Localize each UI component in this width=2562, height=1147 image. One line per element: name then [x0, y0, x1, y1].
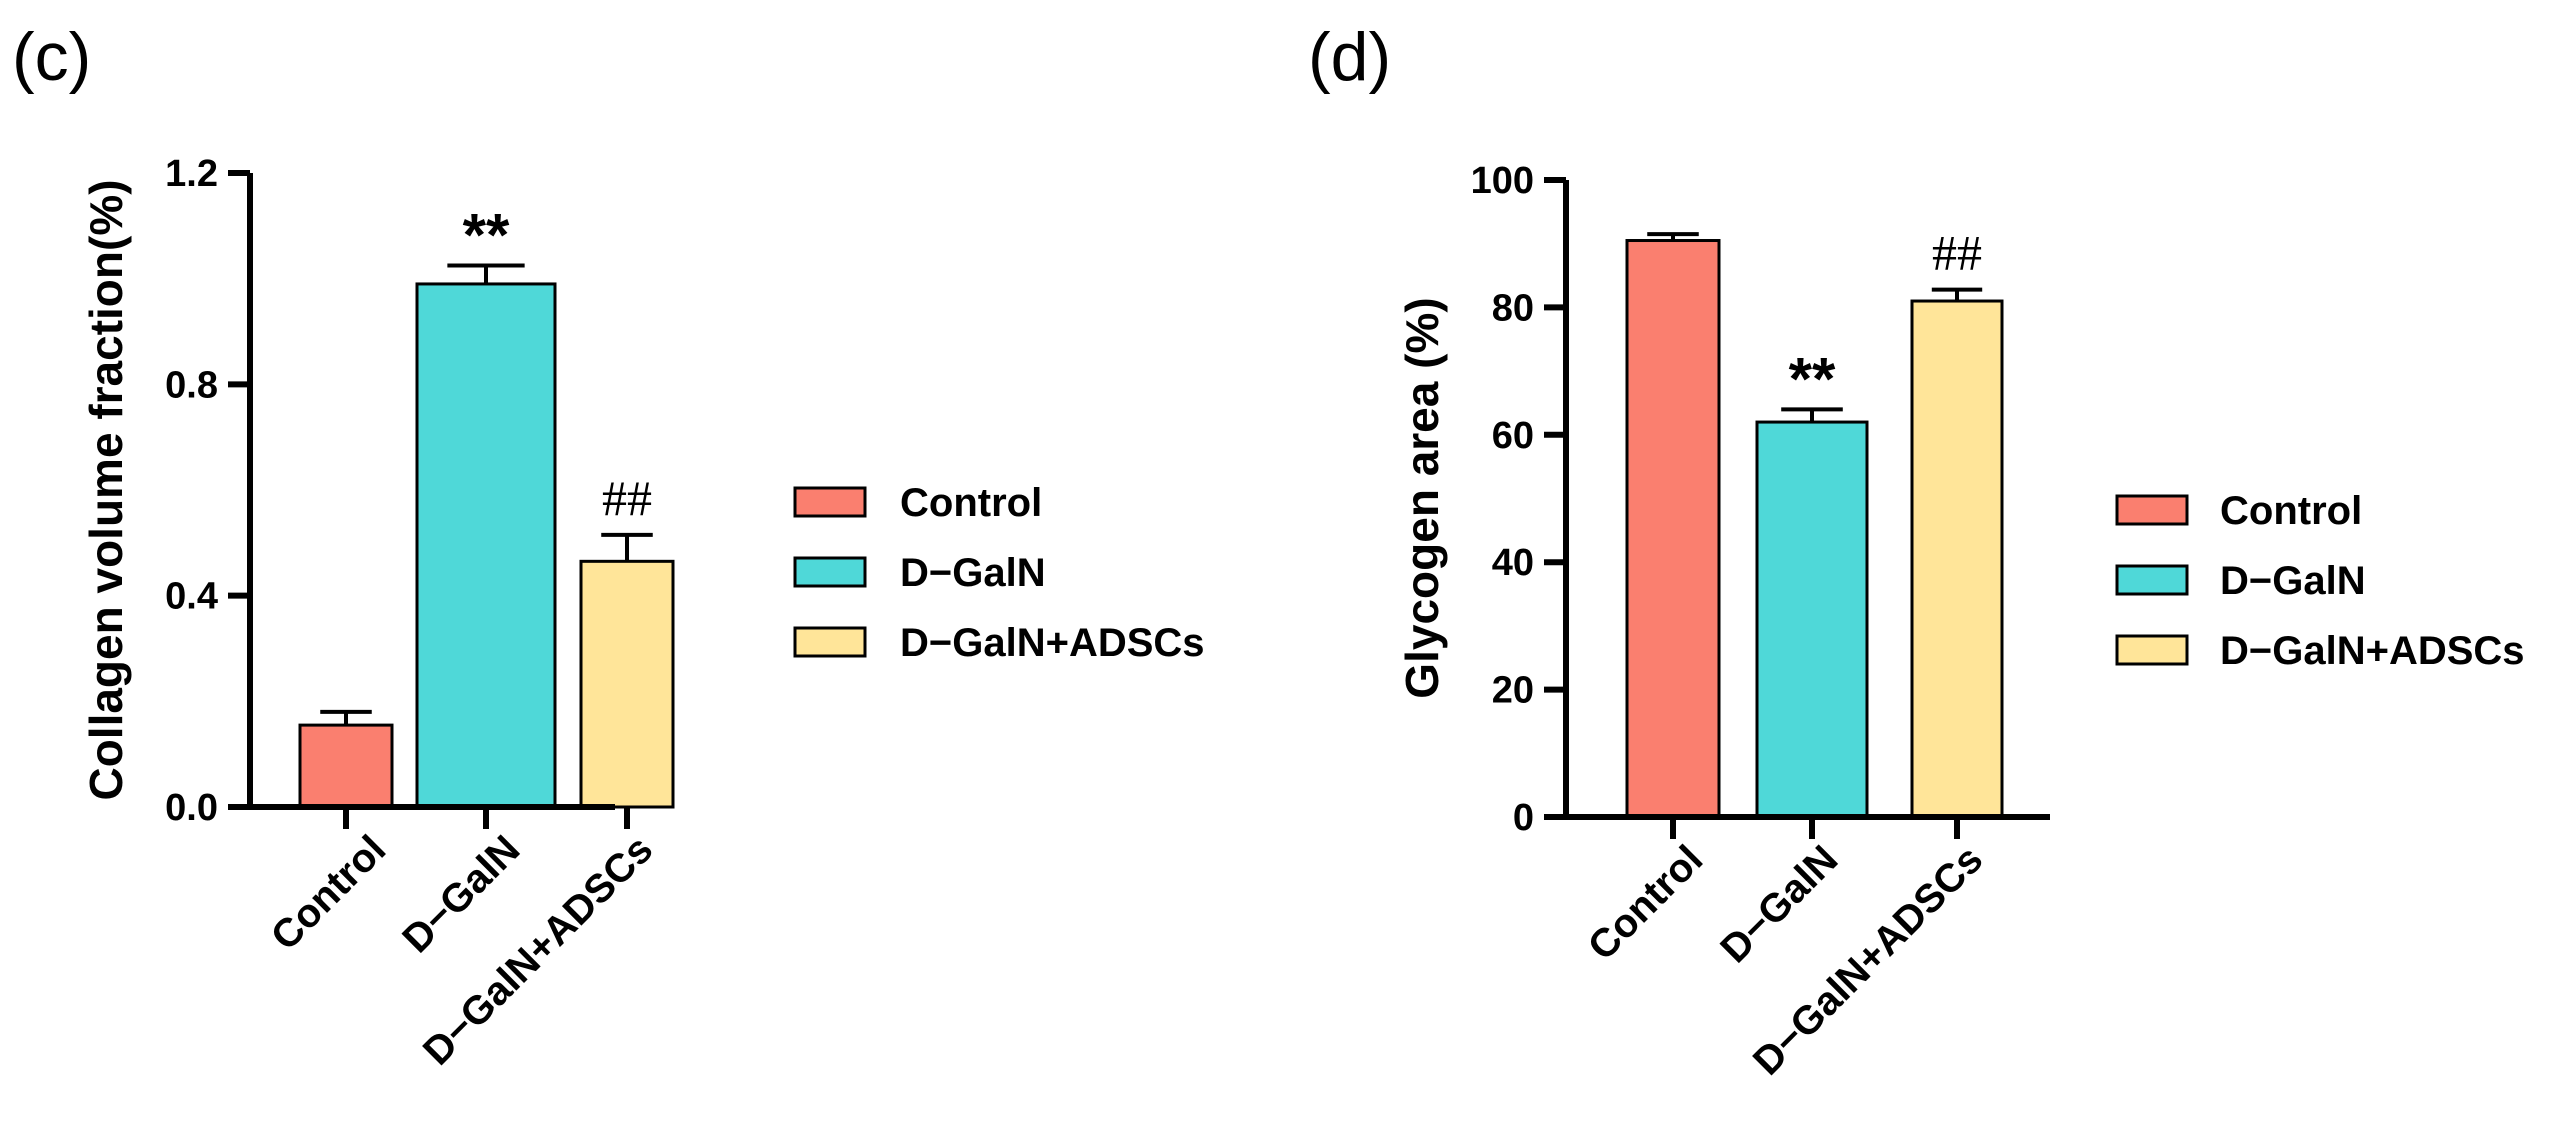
- significance-hashes: ##: [1932, 225, 1982, 281]
- legend-swatch: [2115, 494, 2189, 526]
- bar-d-galn-adscs: [579, 559, 675, 809]
- bar-d-galn: [415, 282, 557, 809]
- panel-label: (d): [1308, 19, 1391, 95]
- legend-label: D−GalN: [2220, 559, 2366, 603]
- y-axis-title: Glycogen area (%): [1396, 297, 1448, 698]
- legend-label: Control: [900, 481, 1042, 525]
- y-tick-label: 100: [1471, 160, 1534, 202]
- y-tick-label: 1.2: [165, 153, 218, 195]
- y-tick-label: 0: [1513, 797, 1534, 839]
- x-category-label: Control: [1580, 837, 1712, 969]
- y-axis-title: Collagen volume fraction(%): [80, 179, 132, 800]
- legend-label: Control: [2220, 489, 2362, 533]
- panel-c-chart: (c) Collagen volume fraction(%) 0.0 0.4 0.8 1…: [12, 19, 1205, 1074]
- y-tick-label: 0.4: [165, 576, 218, 618]
- legend-label: D−GalN: [900, 551, 1046, 595]
- significance-stars: **: [1789, 345, 1836, 412]
- y-tick-label: 60: [1492, 415, 1534, 457]
- y-tick-label: 0.8: [165, 364, 218, 406]
- x-category-label: D−GalN: [394, 827, 528, 961]
- y-tick-label: 40: [1492, 542, 1534, 584]
- y-tick-label: 80: [1492, 287, 1534, 329]
- x-category-label: D−GalN+ADSCs: [415, 827, 661, 1073]
- legend-swatch: [2115, 564, 2189, 596]
- bar-d-galn: [1755, 420, 1869, 819]
- bar-control: [298, 723, 394, 809]
- legend-swatch: [793, 556, 867, 588]
- legend-label: D−GalN+ADSCs: [2220, 629, 2525, 673]
- y-tick-label: 0.0: [165, 787, 218, 829]
- bar-control: [1625, 239, 1721, 819]
- legend-swatch: [793, 486, 867, 518]
- panel-d-chart: (d) Glycogen area (%) 0 20 40 60 80 100 Control *…: [1308, 19, 2525, 1084]
- x-category-label: Control: [263, 827, 395, 959]
- legend-label: D−GalN+ADSCs: [900, 621, 1205, 665]
- bar-d-galn-adscs: [1910, 299, 2004, 819]
- legend-swatch: [2115, 634, 2189, 666]
- legend-swatch: [793, 626, 867, 658]
- panel-label: (c): [12, 19, 91, 95]
- significance-stars: **: [463, 201, 510, 268]
- x-category-label: D−GalN: [1712, 837, 1846, 971]
- significance-hashes: ##: [602, 470, 652, 526]
- y-tick-label: 20: [1492, 670, 1534, 712]
